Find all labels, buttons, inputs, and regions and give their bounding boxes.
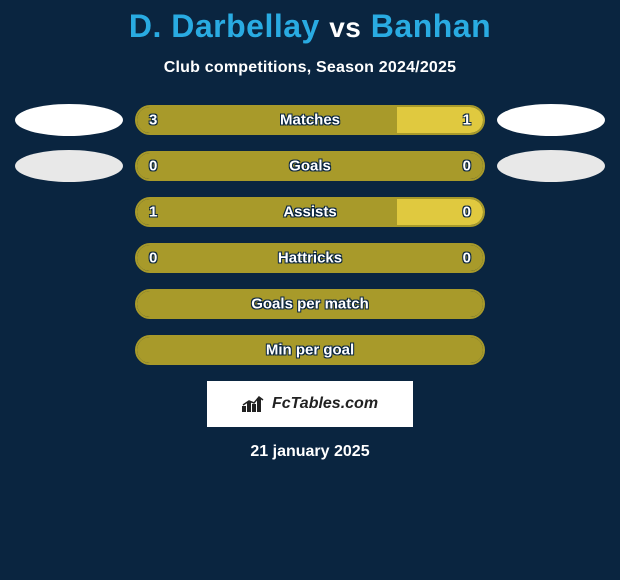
- player2-name: Banhan: [371, 8, 491, 44]
- stat-bar-track: Matches 3 1: [135, 105, 485, 135]
- stat-value-left: 3: [149, 112, 157, 129]
- stat-label: Matches: [280, 112, 340, 129]
- stat-row: Matches 3 1: [135, 105, 485, 135]
- player1-avatar: [15, 150, 123, 182]
- stat-bar-track: Hattricks 0 0: [135, 243, 485, 273]
- stat-value-right: 0: [463, 204, 471, 221]
- badge-text: FcTables.com: [272, 395, 378, 413]
- stat-bar-track: Min per goal: [135, 335, 485, 365]
- fctables-logo-icon: [242, 396, 268, 412]
- stat-bar-left: [137, 107, 397, 133]
- comparison-chart: Matches31Goals00Assists10Hattricks00Goal…: [10, 105, 610, 365]
- stat-rows: Matches31Goals00Assists10Hattricks00Goal…: [135, 105, 485, 365]
- stat-value-right: 1: [463, 112, 471, 129]
- stat-value-left: 1: [149, 204, 157, 221]
- subtitle: Club competitions, Season 2024/2025: [0, 59, 620, 77]
- stat-row: Assists 1 0: [135, 197, 485, 227]
- stat-row: Hattricks 0 0: [135, 243, 485, 273]
- player1-avatar: [15, 104, 123, 136]
- stat-row: Min per goal: [135, 335, 485, 365]
- stat-label: Goals: [289, 158, 331, 175]
- comparison-title: D. Darbellay vs Banhan: [0, 0, 620, 45]
- player1-name: D. Darbellay: [129, 8, 320, 44]
- stat-row: Goals per match: [135, 289, 485, 319]
- stat-label: Assists: [283, 204, 336, 221]
- stat-value-left: 0: [149, 250, 157, 267]
- stat-value-left: 0: [149, 158, 157, 175]
- stat-bar-track: Goals per match: [135, 289, 485, 319]
- player2-avatar: [497, 150, 605, 182]
- stat-bar-track: Assists 1 0: [135, 197, 485, 227]
- stat-row: Goals 0 0: [135, 151, 485, 181]
- source-badge: FcTables.com: [207, 381, 413, 427]
- vs-text: vs: [329, 12, 361, 43]
- stat-label: Hattricks: [278, 250, 342, 267]
- stat-label: Goals per match: [251, 296, 369, 313]
- snapshot-date: 21 january 2025: [0, 443, 620, 461]
- player2-avatar: [497, 104, 605, 136]
- stat-bar-left: [137, 199, 397, 225]
- stat-label: Min per goal: [266, 342, 354, 359]
- stat-bar-track: Goals 0 0: [135, 151, 485, 181]
- stat-value-right: 0: [463, 158, 471, 175]
- stat-value-right: 0: [463, 250, 471, 267]
